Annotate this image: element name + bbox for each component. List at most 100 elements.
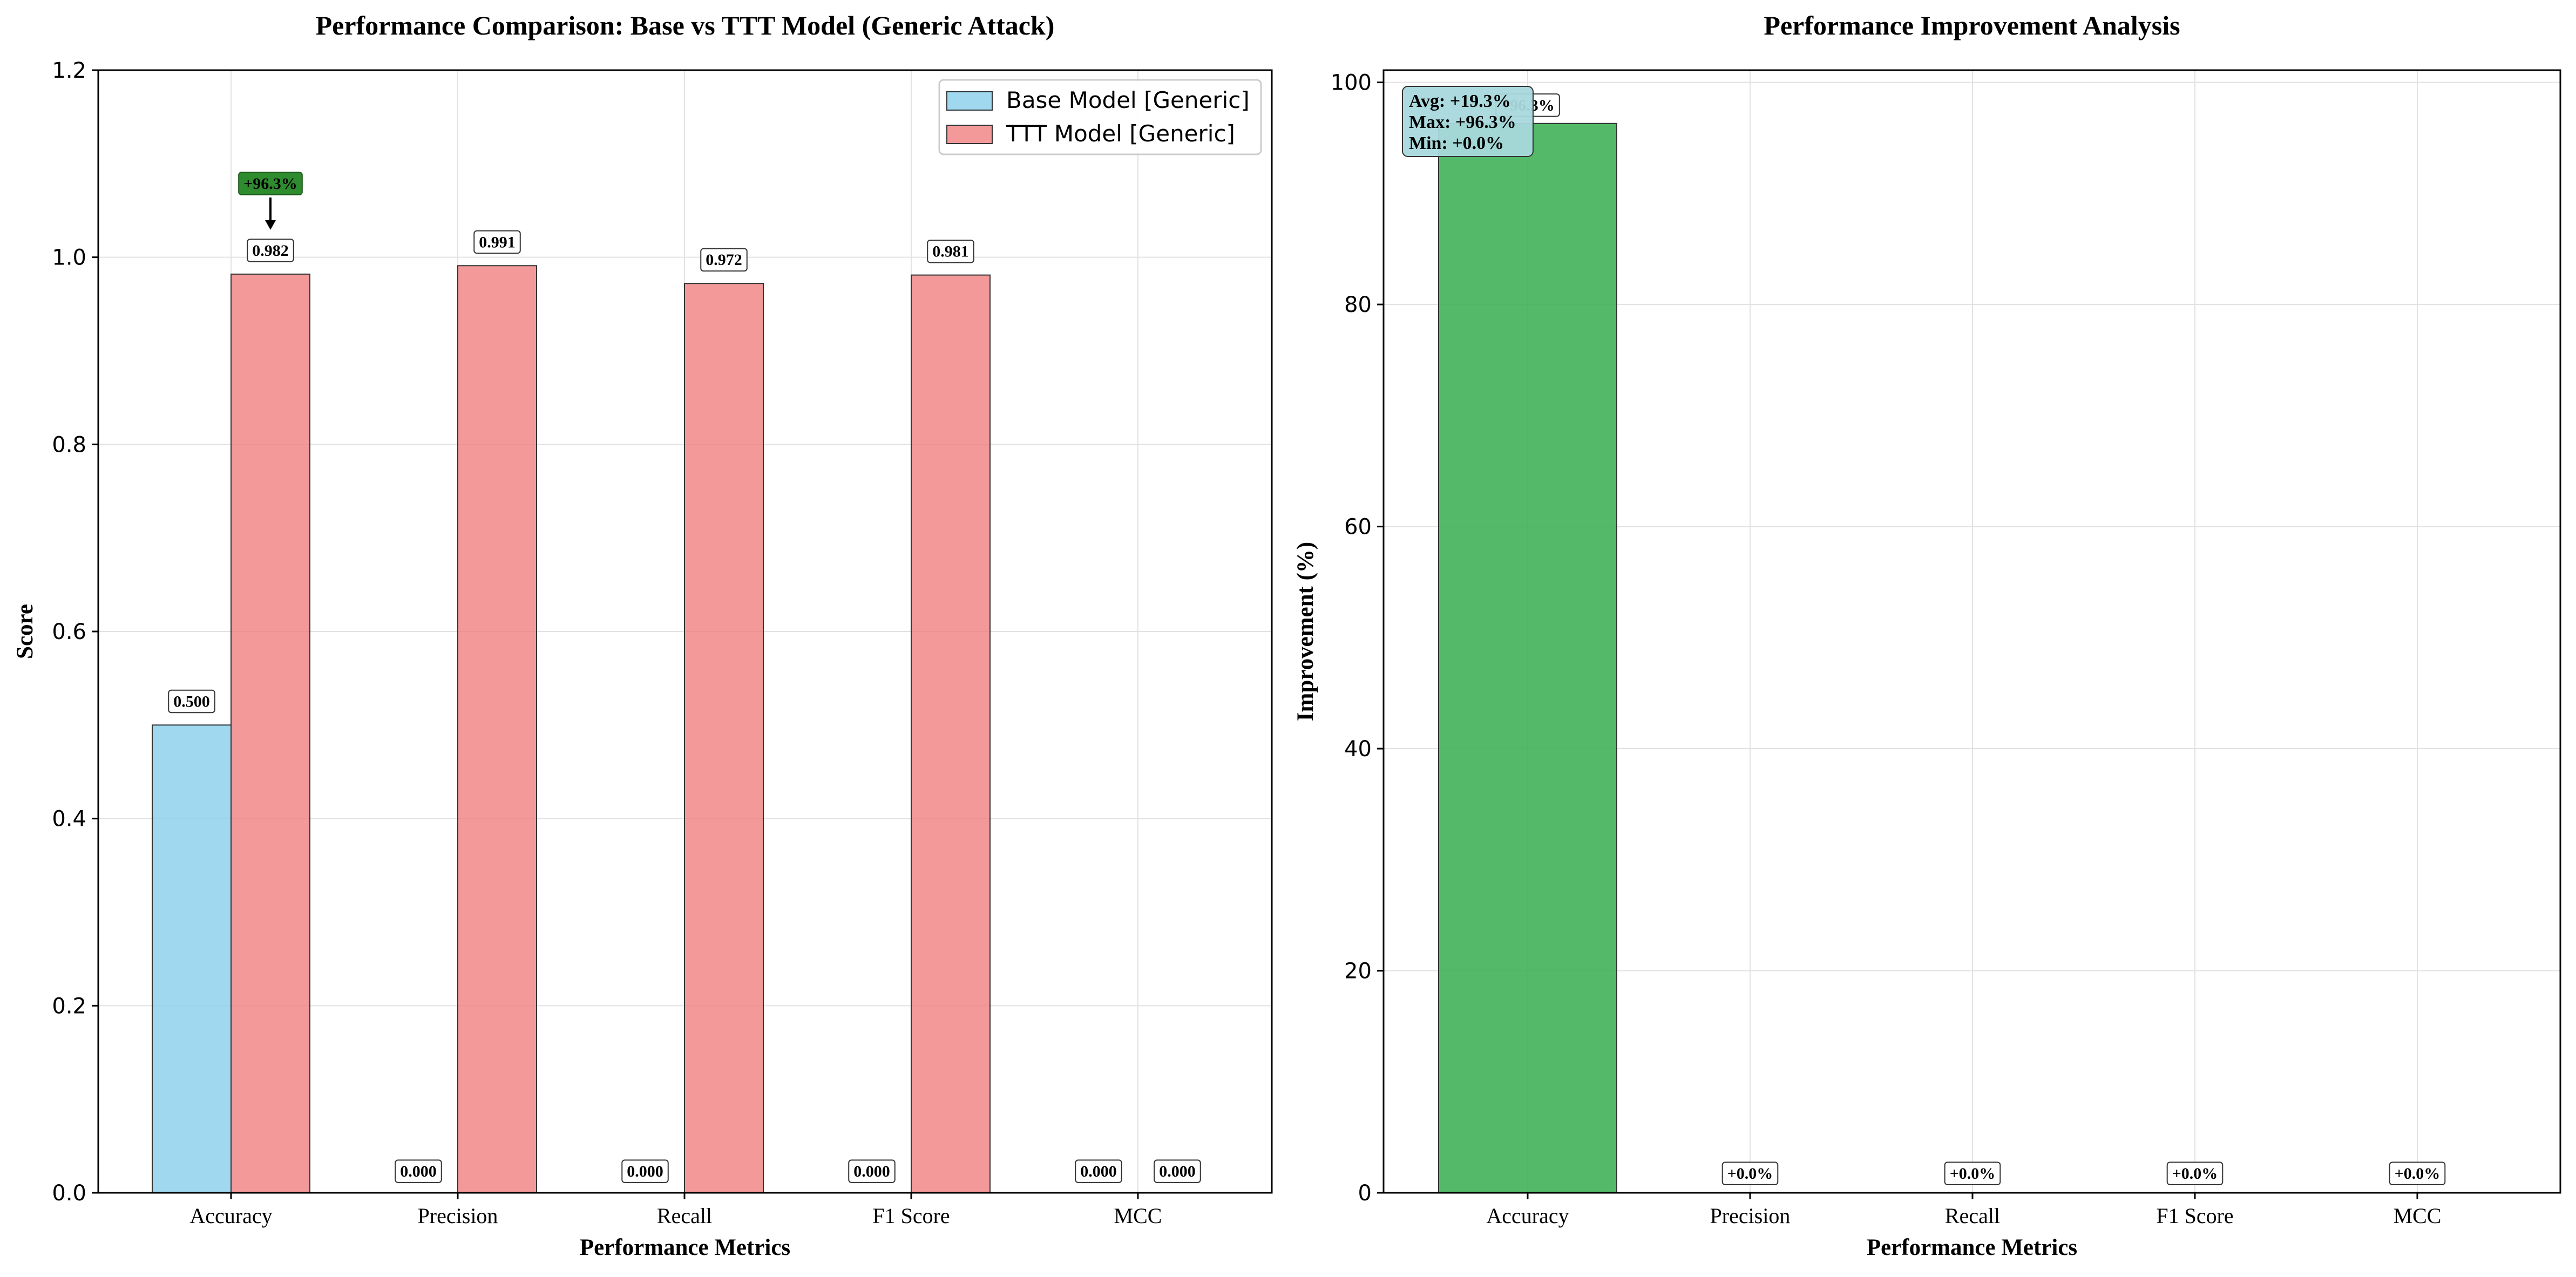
value-label-ttt-model-generic-accuracy: 0.982 <box>252 242 289 260</box>
y-tick-label: 0.8 <box>52 432 86 457</box>
legend-label-base-model-generic: Base Model [Generic] <box>1006 87 1250 113</box>
x-tick-label-f1-score: F1 Score <box>872 1204 950 1228</box>
x-tick-label-mcc: MCC <box>2394 1204 2442 1228</box>
value-label-ttt-model-generic-recall-group: 0.972 <box>700 248 748 272</box>
legend-frame <box>938 79 1262 155</box>
value-label-base-model-generic-accuracy-group: 0.500 <box>168 689 215 714</box>
comparison-chart-title: Performance Comparison: Base vs TTT Mode… <box>316 10 1055 40</box>
improvement-ticks: 0 20 40 60 80 100 Accuracy Precision Recall F1 Sc… <box>1331 71 2442 1228</box>
y-tick-label: 80 <box>1344 293 1372 317</box>
x-tick-label-precision: Precision <box>1710 1204 1791 1228</box>
improvement-label-mcc: +0.0% <box>2395 1165 2441 1183</box>
y-tick-label: 0.0 <box>52 1181 86 1206</box>
value-label-base-model-generic-accuracy-box <box>168 689 215 714</box>
value-label-base-model-generic-accuracy: 0.500 <box>173 692 210 710</box>
x-tick-label-f1-score: F1 Score <box>2156 1204 2233 1228</box>
value-label-ttt-model-generic-mcc-group: 0.000 <box>1154 1159 1201 1183</box>
improvement-bar-accuracy <box>1438 123 1617 1194</box>
improvement-label-mcc-box <box>2389 1161 2446 1185</box>
y-tick-label: 1.0 <box>52 246 86 270</box>
y-tick-label: 60 <box>1344 515 1372 540</box>
x-tick-label-accuracy: Accuracy <box>189 1204 272 1228</box>
value-label-base-model-generic-mcc: 0.000 <box>1080 1163 1117 1180</box>
stats-line-0: Avg: +19.3% <box>1409 91 1511 111</box>
value-label-base-model-generic-f1-score: 0.000 <box>853 1163 890 1180</box>
annotation-label-group: +96.3% <box>238 172 303 195</box>
comparison-ticks: 0.0 0.2 0.4 0.6 0.8 1.0 1.2 Accuracy Precision Re… <box>52 58 1162 1228</box>
value-label-ttt-model-generic-accuracy-box <box>247 239 294 262</box>
value-label-base-model-generic-mcc-box <box>1075 1159 1122 1183</box>
value-label-base-model-generic-recall-box <box>621 1159 669 1183</box>
improvement-annotation: +96.3% <box>238 172 303 230</box>
improvement-x-axis-label: Performance Metrics <box>1867 1235 2077 1260</box>
value-label-ttt-model-generic-recall: 0.972 <box>706 251 742 269</box>
y-tick-label: 0 <box>1358 1181 1372 1206</box>
value-label-ttt-model-generic-precision-box <box>473 230 521 254</box>
value-label-ttt-model-generic-precision: 0.991 <box>479 233 516 251</box>
stats-line-1: Max: +96.3% <box>1409 112 1516 132</box>
stats-line-2: Min: +0.0% <box>1409 133 1504 153</box>
y-tick-label: 0.6 <box>52 620 86 644</box>
improvement-label-f1-score: +0.0% <box>2172 1165 2218 1183</box>
improvement-y-axis-label: Improvement (%) <box>1293 542 1318 721</box>
improvement-bars <box>1438 123 1617 1194</box>
y-tick-label: 0.2 <box>52 994 86 1018</box>
value-label-base-model-generic-f1-score-group: 0.000 <box>848 1159 896 1183</box>
comparison-y-axis-label: Score <box>12 604 38 659</box>
comparison-x-axis-label: Performance Metrics <box>580 1235 790 1260</box>
value-label-ttt-model-generic-mcc: 0.000 <box>1159 1163 1196 1180</box>
value-label-base-model-generic-f1-score-box <box>848 1159 896 1183</box>
stats-box: Avg: +19.3%Max: +96.3%Min: +0.0% <box>1402 86 1534 157</box>
y-tick-label: 100 <box>1331 71 1372 96</box>
improvement-label-precision-box <box>1721 1161 1779 1185</box>
comparison-bars <box>152 265 991 1194</box>
annotation-arrow-head <box>265 220 276 230</box>
y-tick-label: 20 <box>1344 959 1372 984</box>
improvement-label-mcc-group: +0.0% <box>2389 1161 2446 1185</box>
value-label-ttt-model-generic-f1-score-group: 0.981 <box>927 240 974 263</box>
value-label-base-model-generic-recall: 0.000 <box>627 1163 663 1180</box>
x-tick-label-recall: Recall <box>1945 1204 2000 1228</box>
improvement-chart: 0 20 40 60 80 100 Accuracy Precision Recall F1 Sc… <box>1293 10 2561 1260</box>
improvement-label-f1-score-group: +0.0% <box>2166 1161 2224 1185</box>
legend-swatch-base-model-generic <box>946 91 993 111</box>
value-label-ttt-model-generic-accuracy-group: 0.982 <box>247 239 294 262</box>
value-label-base-model-generic-precision-group: 0.000 <box>395 1159 442 1183</box>
annotation-label: +96.3% <box>243 175 297 193</box>
annotation-label-box <box>238 172 303 195</box>
value-label-ttt-model-generic-f1-score-box <box>927 240 974 263</box>
improvement-label-f1-score-box <box>2166 1161 2224 1185</box>
y-tick-label: 1.2 <box>52 58 86 83</box>
improvement-label-precision: +0.0% <box>1727 1165 1773 1183</box>
legend-swatch-ttt-model-generic <box>946 125 993 144</box>
value-label-base-model-generic-precision-box <box>395 1159 442 1183</box>
x-tick-label-recall: Recall <box>657 1204 712 1228</box>
value-label-base-model-generic-mcc-group: 0.000 <box>1075 1159 1122 1183</box>
comparison-value-labels: 0.500 0.000 0.000 0.000 0.000 0.982 0.991 0.972… <box>168 230 1201 1183</box>
value-label-ttt-model-generic-mcc-box <box>1154 1159 1201 1183</box>
bar-ttt-model-generic-f1-score <box>911 274 991 1194</box>
comparison-chart: 0.0 0.2 0.4 0.6 0.8 1.0 1.2 Accuracy Precision Re… <box>12 10 1273 1260</box>
improvement-chart-title: Performance Improvement Analysis <box>1764 10 2180 40</box>
x-tick-label-precision: Precision <box>418 1204 498 1228</box>
value-label-ttt-model-generic-f1-score: 0.981 <box>932 243 969 261</box>
x-tick-label-accuracy: Accuracy <box>1486 1204 1569 1228</box>
improvement-label-recall-group: +0.0% <box>1944 1161 2001 1185</box>
improvement-label-recall-box <box>1944 1161 2001 1185</box>
bar-base-model-generic-accuracy <box>152 724 232 1194</box>
bar-ttt-model-generic-precision <box>457 265 537 1193</box>
legend-label-ttt-model-generic: TTT Model [Generic] <box>1006 120 1235 147</box>
improvement-label-recall: +0.0% <box>1950 1165 1996 1183</box>
y-tick-label: 0.4 <box>52 807 86 832</box>
bar-ttt-model-generic-recall <box>684 283 764 1194</box>
y-tick-label: 40 <box>1344 737 1372 762</box>
improvement-label-precision-group: +0.0% <box>1721 1161 1779 1185</box>
value-label-base-model-generic-precision: 0.000 <box>400 1163 437 1180</box>
stats-box-frame <box>1402 86 1534 157</box>
comparison-legend: Base Model [Generic] TTT Model [Generic] <box>938 79 1262 155</box>
value-label-ttt-model-generic-recall-box <box>700 248 748 272</box>
bar-ttt-model-generic-accuracy <box>231 273 310 1193</box>
x-tick-label-mcc: MCC <box>1114 1204 1162 1228</box>
